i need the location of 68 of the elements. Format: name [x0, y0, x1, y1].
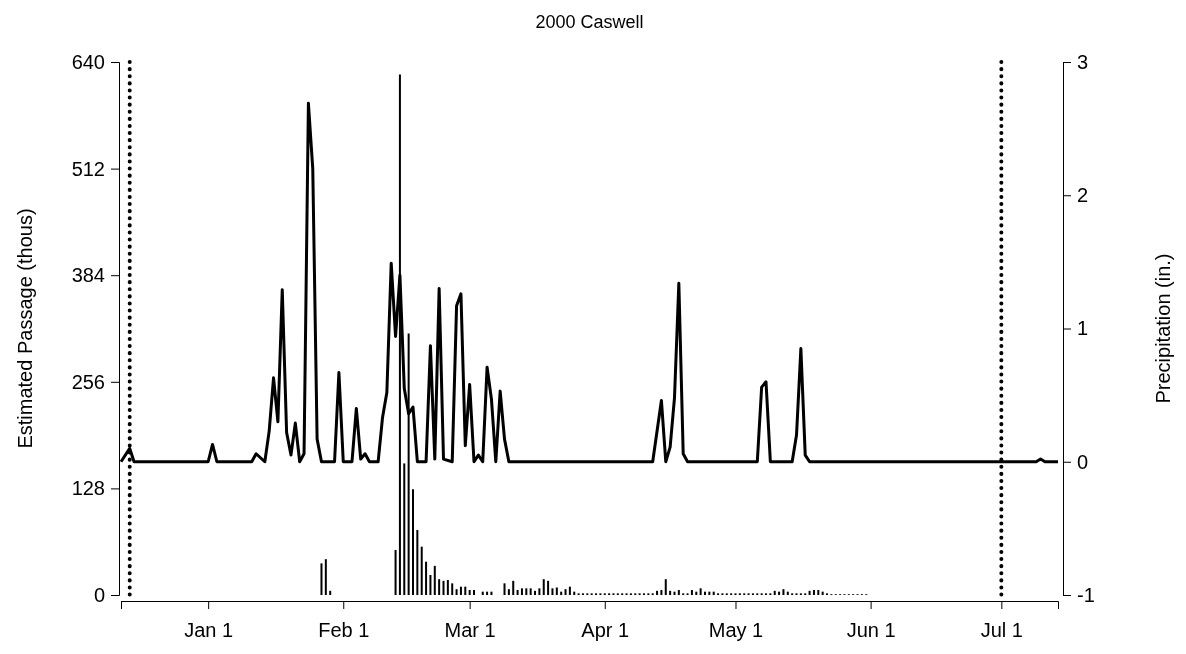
y-axis-title: Estimated Passage (thous) [14, 208, 36, 449]
bar [420, 546, 423, 595]
bar [473, 590, 476, 595]
y2-tick-label: 2 [1077, 184, 1089, 207]
y2-axis-title: Precipitation (in.) [1152, 253, 1174, 404]
bar [438, 579, 441, 595]
bar [669, 590, 672, 595]
bar [534, 590, 537, 595]
y-tick-label: 384 [71, 264, 105, 287]
bar [425, 561, 428, 595]
y-tick-label: 640 [71, 50, 105, 73]
bar [464, 586, 467, 595]
bar [812, 590, 815, 595]
bar [782, 589, 785, 595]
y2-tick-label: 0 [1077, 450, 1089, 473]
bar [516, 590, 519, 595]
y2-tick-label: 3 [1077, 50, 1089, 73]
bar [547, 580, 550, 595]
bar [320, 563, 323, 595]
x-tick-label: Feb 1 [318, 619, 370, 642]
bar [656, 590, 659, 595]
bar [507, 589, 510, 595]
bar [412, 489, 414, 595]
y-tick-label: 0 [93, 583, 105, 606]
bar [459, 586, 462, 595]
bar [324, 559, 327, 595]
bar [403, 463, 406, 595]
bar [394, 550, 397, 595]
chart-title: 2000 Caswell [535, 12, 644, 32]
bar [551, 588, 554, 595]
bar [555, 587, 558, 595]
x-tick-label: Apr 1 [581, 619, 630, 642]
y2-tick-label: -1 [1077, 583, 1095, 606]
bar [660, 590, 663, 595]
bar [773, 590, 776, 595]
y2-tick-label: 1 [1077, 317, 1089, 340]
bar [808, 590, 811, 595]
bar [512, 580, 515, 595]
bar [329, 590, 332, 595]
bar [699, 588, 702, 595]
bar [451, 583, 454, 595]
bar [455, 589, 458, 595]
bar [817, 590, 820, 595]
bar [520, 588, 523, 595]
y-tick-label: 256 [71, 370, 105, 393]
bar [468, 590, 471, 595]
x-tick-label: Jul 1 [980, 619, 1023, 642]
bar [690, 590, 693, 595]
bar [446, 580, 449, 595]
bar [664, 579, 667, 595]
bar [677, 590, 680, 595]
bar [503, 583, 506, 595]
bar [525, 588, 528, 595]
bar [538, 588, 541, 595]
y-tick-label: 512 [71, 157, 105, 180]
x-tick-label: Jun 1 [846, 619, 896, 642]
y-tick-label: 128 [71, 477, 105, 500]
bar [442, 580, 445, 595]
bar [429, 575, 432, 595]
x-tick-label: Jan 1 [184, 619, 234, 642]
bar [564, 589, 567, 595]
bar [529, 588, 532, 595]
bar [568, 586, 571, 595]
x-tick-label: Mar 1 [444, 619, 496, 642]
bar [542, 579, 545, 595]
x-tick-label: May 1 [708, 619, 764, 642]
bar [433, 565, 436, 595]
bar [416, 530, 419, 595]
